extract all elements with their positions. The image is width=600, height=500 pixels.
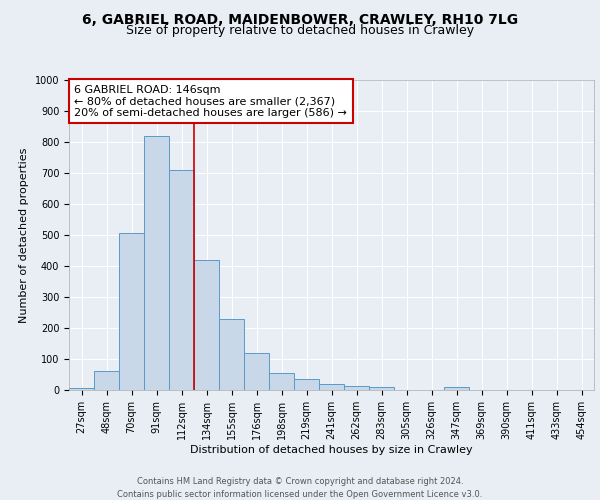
Bar <box>319 384 344 390</box>
Text: Contains public sector information licensed under the Open Government Licence v3: Contains public sector information licen… <box>118 490 482 499</box>
Bar <box>269 373 294 390</box>
Y-axis label: Number of detached properties: Number of detached properties <box>19 148 29 322</box>
Bar <box>244 353 269 390</box>
Text: Size of property relative to detached houses in Crawley: Size of property relative to detached ho… <box>126 24 474 37</box>
Bar <box>344 386 369 390</box>
Text: 6 GABRIEL ROAD: 146sqm
← 80% of detached houses are smaller (2,367)
20% of semi-: 6 GABRIEL ROAD: 146sqm ← 80% of detached… <box>74 84 347 118</box>
Bar <box>369 387 394 390</box>
X-axis label: Distribution of detached houses by size in Crawley: Distribution of detached houses by size … <box>190 444 473 454</box>
Text: Contains HM Land Registry data © Crown copyright and database right 2024.: Contains HM Land Registry data © Crown c… <box>137 478 463 486</box>
Bar <box>119 234 144 390</box>
Bar <box>69 388 94 390</box>
Bar <box>94 372 119 390</box>
Bar <box>294 379 319 390</box>
Bar <box>444 387 469 390</box>
Text: 6, GABRIEL ROAD, MAIDENBOWER, CRAWLEY, RH10 7LG: 6, GABRIEL ROAD, MAIDENBOWER, CRAWLEY, R… <box>82 12 518 26</box>
Bar <box>219 318 244 390</box>
Bar <box>169 170 194 390</box>
Bar <box>144 136 169 390</box>
Bar <box>194 260 219 390</box>
